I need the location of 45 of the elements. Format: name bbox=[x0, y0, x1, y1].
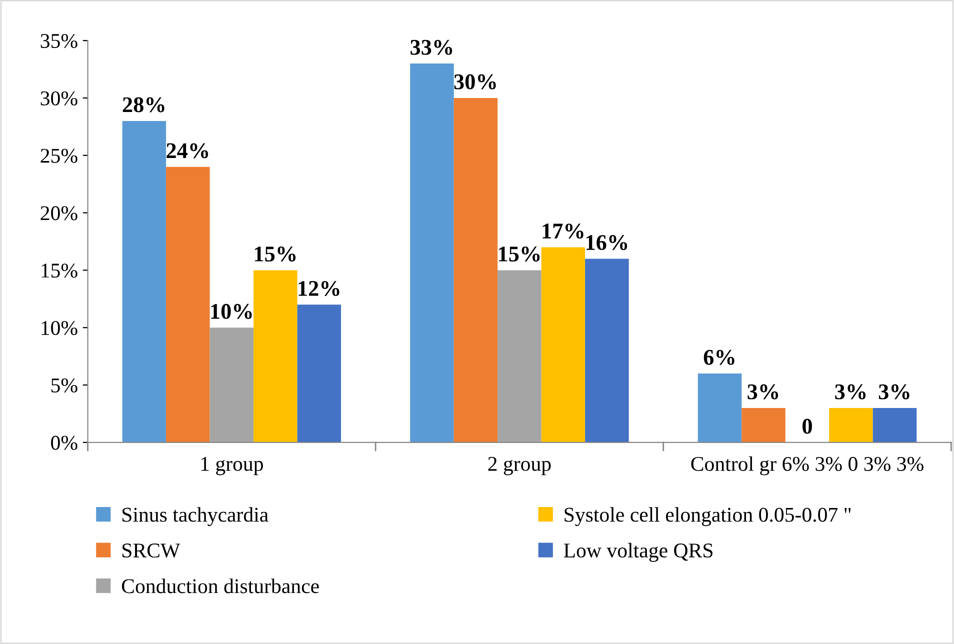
data-label: 30% bbox=[454, 74, 496, 90]
data-label: 0 bbox=[802, 418, 812, 434]
bar bbox=[210, 328, 254, 442]
legend-label: Systole cell elongation 0.05-0.07 " bbox=[564, 507, 851, 526]
data-label: 3% bbox=[878, 384, 910, 400]
data-label: 28% bbox=[122, 97, 164, 112]
y-tick-label: 15% bbox=[42, 264, 78, 278]
bar bbox=[829, 408, 873, 442]
y-tick-label: 35% bbox=[40, 34, 78, 48]
data-label: 3% bbox=[835, 384, 866, 400]
x-tick-label: Control gr 6% 3% 0 3% 3% bbox=[691, 456, 924, 476]
y-tick-label: 30% bbox=[40, 91, 78, 106]
data-label: 12% bbox=[298, 280, 340, 296]
bar bbox=[122, 120, 166, 442]
x-tick-label: 1 group bbox=[201, 456, 263, 476]
bar bbox=[698, 374, 742, 442]
legend-label: Conduction disturbance bbox=[122, 578, 319, 594]
bar bbox=[541, 247, 586, 442]
bar bbox=[454, 98, 498, 442]
bar bbox=[742, 408, 786, 442]
data-label: 15% bbox=[499, 246, 540, 262]
data-label: 17% bbox=[542, 224, 584, 239]
data-label: 33% bbox=[410, 40, 452, 55]
data-label: 3% bbox=[748, 384, 778, 400]
y-tick-label: 5% bbox=[51, 378, 78, 393]
data-label: 6% bbox=[704, 350, 734, 365]
x-tick-label: 2 group bbox=[488, 456, 551, 476]
data-label: 16% bbox=[586, 235, 628, 250]
data-label: 24% bbox=[166, 143, 208, 158]
y-tick-label: 0% bbox=[51, 436, 78, 450]
bar bbox=[872, 408, 917, 442]
y-tick-label: 10% bbox=[42, 320, 78, 336]
data-label: 15% bbox=[254, 246, 296, 262]
bar bbox=[410, 64, 454, 442]
y-tick-label: 25% bbox=[40, 148, 78, 163]
bar bbox=[297, 304, 342, 442]
bar bbox=[166, 166, 210, 442]
legend-label: Sinus tachycardia bbox=[122, 507, 268, 526]
data-label: 10% bbox=[211, 304, 252, 320]
bar bbox=[498, 270, 542, 442]
legend-label: Low voltage QRS bbox=[564, 542, 712, 562]
bar bbox=[585, 258, 629, 442]
bar bbox=[254, 270, 298, 442]
y-tick-label: 20% bbox=[40, 206, 78, 220]
legend-label: SRCW bbox=[122, 544, 180, 558]
